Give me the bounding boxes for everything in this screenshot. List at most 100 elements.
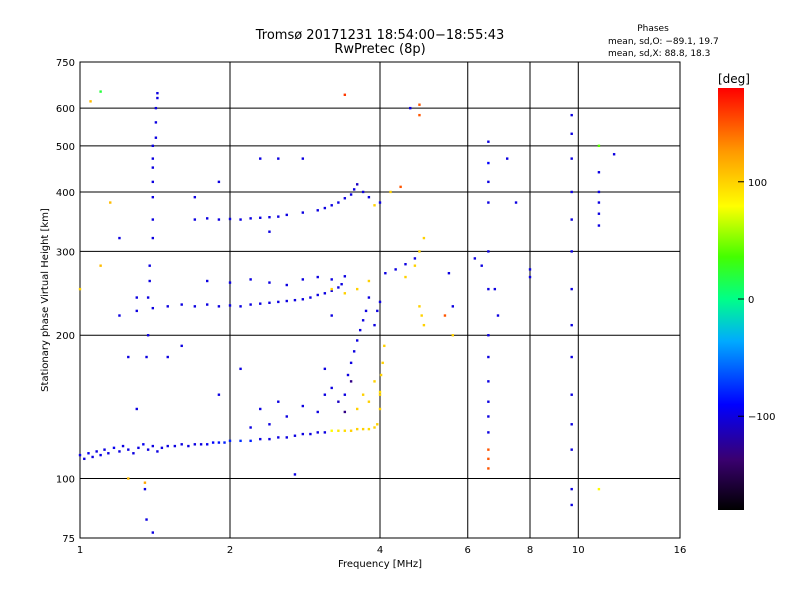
data-point xyxy=(570,250,573,253)
y-tick-label: 75 xyxy=(62,534,75,545)
data-point xyxy=(373,323,376,327)
data-point xyxy=(316,293,319,297)
data-point xyxy=(597,224,601,227)
data-point xyxy=(249,278,252,281)
data-point xyxy=(528,275,532,279)
data-point xyxy=(570,287,573,291)
data-point xyxy=(268,437,271,441)
data-point xyxy=(418,250,421,253)
data-point xyxy=(384,272,387,275)
data-point xyxy=(268,281,271,284)
data-point xyxy=(361,319,365,322)
data-point xyxy=(151,144,155,148)
colorbar-tick-label: −100 xyxy=(748,412,775,423)
data-point xyxy=(160,446,164,450)
colorbar-tick-label: 100 xyxy=(748,178,767,189)
data-point xyxy=(228,439,232,443)
data-point xyxy=(156,91,159,95)
x-tick-label: 4 xyxy=(377,545,383,556)
data-point xyxy=(99,90,102,93)
data-point xyxy=(346,373,350,377)
data-point xyxy=(337,400,340,403)
data-point xyxy=(487,400,490,403)
data-point xyxy=(355,183,359,186)
data-point xyxy=(487,431,490,434)
data-point xyxy=(422,236,426,240)
data-point xyxy=(151,166,155,169)
data-point xyxy=(373,426,376,429)
data-point xyxy=(99,453,102,457)
data-point xyxy=(330,386,333,390)
data-point xyxy=(217,218,221,221)
data-point xyxy=(205,303,209,306)
data-point xyxy=(217,441,221,444)
x-tick-label: 1 xyxy=(77,545,83,556)
data-point xyxy=(570,503,573,507)
data-point xyxy=(394,268,397,271)
data-point xyxy=(399,185,402,189)
data-point xyxy=(487,201,490,204)
data-point xyxy=(285,283,288,287)
data-point xyxy=(378,407,382,411)
data-point xyxy=(259,216,262,219)
data-point xyxy=(121,444,125,448)
data-point xyxy=(268,230,271,233)
data-point xyxy=(277,400,280,403)
data-point xyxy=(413,257,417,260)
data-point xyxy=(570,423,573,426)
data-point xyxy=(349,361,353,365)
data-point xyxy=(285,299,288,303)
data-point xyxy=(343,410,347,414)
data-point xyxy=(180,443,183,446)
y-tick-label: 100 xyxy=(56,475,75,486)
data-point xyxy=(127,355,130,359)
data-point xyxy=(146,296,150,299)
data-point xyxy=(570,323,573,327)
data-point xyxy=(151,157,155,160)
phases-o-stats: mean, sd,O: −89.1, 19.7 xyxy=(608,37,719,47)
data-point xyxy=(330,314,333,317)
data-point xyxy=(166,355,169,359)
y-tick-label: 500 xyxy=(56,142,75,153)
data-point xyxy=(337,429,340,432)
data-point xyxy=(597,201,601,204)
y-tick-label: 400 xyxy=(56,188,75,199)
data-point xyxy=(173,444,177,448)
data-point xyxy=(376,423,379,426)
data-point xyxy=(249,426,252,429)
data-point xyxy=(409,106,412,110)
data-point xyxy=(349,380,353,383)
data-point xyxy=(323,292,327,295)
data-point xyxy=(223,441,226,444)
data-point xyxy=(91,455,94,459)
colorbar: [deg] 100 0 −100 xyxy=(718,72,775,510)
phases-title: Phases xyxy=(637,24,669,34)
data-point xyxy=(228,217,232,221)
data-point xyxy=(570,190,573,194)
data-point xyxy=(293,434,297,437)
data-point xyxy=(293,473,297,476)
data-point xyxy=(349,429,353,432)
data-point xyxy=(135,296,138,299)
y-tick-label: 200 xyxy=(56,331,75,342)
data-point xyxy=(355,427,359,431)
data-point xyxy=(330,287,333,291)
data-point xyxy=(249,439,252,443)
data-point xyxy=(151,306,155,310)
data-point xyxy=(154,136,158,139)
data-point xyxy=(389,190,392,194)
data-point xyxy=(340,283,343,286)
data-point xyxy=(343,275,347,278)
data-point xyxy=(361,427,365,431)
data-point xyxy=(487,380,490,383)
data-point xyxy=(323,367,327,371)
data-point xyxy=(451,334,455,337)
data-point xyxy=(570,132,573,135)
data-point xyxy=(151,218,155,221)
data-point xyxy=(309,432,312,436)
data-point xyxy=(211,441,215,444)
data-point xyxy=(514,201,518,204)
data-point xyxy=(337,201,340,204)
data-point xyxy=(367,427,371,431)
